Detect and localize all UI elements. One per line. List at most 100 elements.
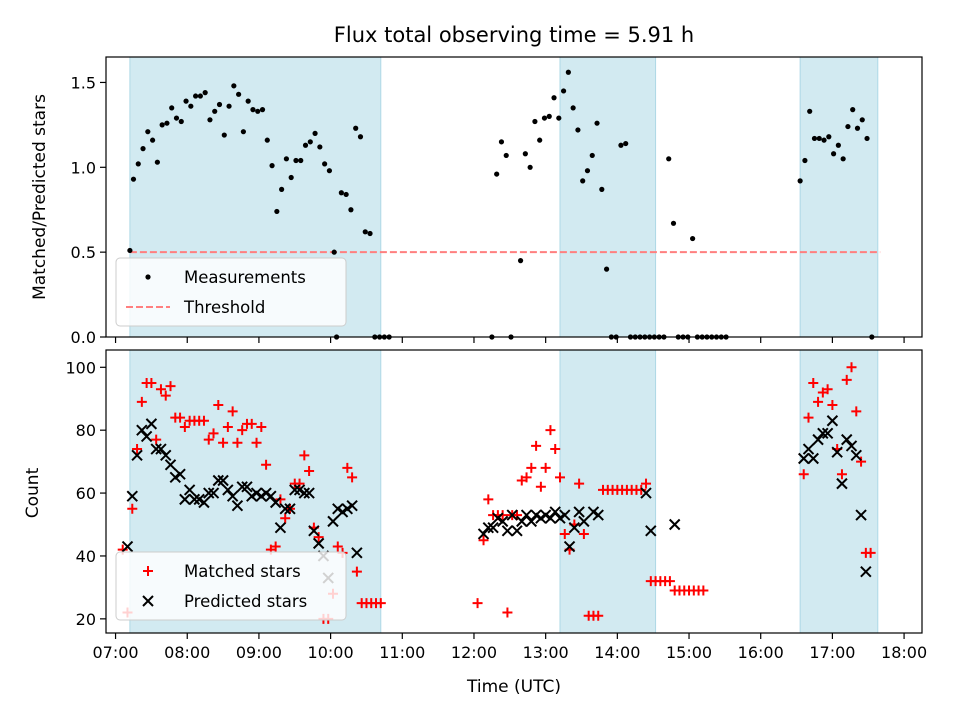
predicted-star-point <box>136 424 148 436</box>
x-tick-label: 11:00 <box>379 643 425 662</box>
measurement-point <box>183 98 189 104</box>
matched-star-point <box>636 484 647 495</box>
measurement-point <box>135 161 141 167</box>
measurement-point <box>845 123 851 130</box>
matched-star-point <box>856 456 867 467</box>
matched-star-point <box>136 396 147 407</box>
predicted-star-point <box>274 521 287 534</box>
predicted-star-point <box>511 525 523 537</box>
matched-star-point <box>246 418 257 429</box>
predicted-star-point <box>198 496 210 509</box>
predicted-star-point <box>860 565 872 578</box>
predicted-star-point <box>150 443 162 455</box>
measurement-point <box>690 235 696 242</box>
matched-star-point <box>203 434 214 445</box>
measurement-point <box>302 142 309 148</box>
matched-star-point <box>198 415 209 426</box>
predicted-star-point <box>231 499 244 512</box>
predicted-star-point <box>217 474 229 487</box>
predicted-star-point <box>482 521 495 534</box>
measurement-point <box>245 98 251 104</box>
measurement-point <box>551 95 557 101</box>
measurement-point <box>343 191 349 198</box>
measurement-point <box>797 178 803 184</box>
predicted-star-point <box>284 503 296 515</box>
measurement-point <box>193 93 199 99</box>
matched-star-point <box>146 378 157 389</box>
y-tick-label: 60 <box>76 484 96 503</box>
predicted-star-point <box>265 490 277 502</box>
matched-star-point <box>841 374 852 385</box>
measurement-point <box>362 229 368 235</box>
legend: Measurements Threshold <box>115 257 347 327</box>
legend: Matched stars Predicted stars <box>115 551 347 621</box>
legend-label: Measurements <box>184 268 306 287</box>
predicted-star-point <box>592 509 604 521</box>
predicted-star-point <box>798 452 810 465</box>
measurement-point <box>188 103 194 109</box>
matched-star-point <box>160 390 171 401</box>
x-tick-label: 07:00 <box>93 643 139 662</box>
x-tick-label: 16:00 <box>738 643 784 662</box>
legend-box <box>115 551 347 621</box>
measurement-point <box>283 156 290 162</box>
predicted-star-point <box>174 468 186 480</box>
measurement-point <box>140 146 146 152</box>
matched-star-point <box>521 472 532 483</box>
predicted-star-point <box>131 449 143 462</box>
predicted-star-point <box>506 509 518 521</box>
measurement-point <box>250 107 256 113</box>
y-tick-label: 40 <box>76 547 96 566</box>
observing-interval-shade <box>559 57 656 337</box>
measurement-point <box>565 69 571 75</box>
measurement-point <box>603 266 610 272</box>
measurement-point <box>357 134 364 140</box>
measurement-point <box>811 135 818 142</box>
predicted-star-point <box>222 484 234 496</box>
measurement-point <box>259 107 266 113</box>
x-tick-label: 09:00 <box>236 643 282 662</box>
predicted-star-point <box>312 537 325 550</box>
measurement-point <box>207 117 213 123</box>
matched-star-point <box>294 478 305 489</box>
measurement-point <box>666 156 672 162</box>
legend-marker-matched <box>143 566 153 576</box>
measurement-point <box>348 207 354 213</box>
measurement-point <box>240 129 246 135</box>
x-tick-label: 10:00 <box>308 643 354 662</box>
matched-star-point <box>827 400 838 411</box>
predicted-star-point <box>645 525 657 537</box>
measurement-point <box>584 168 591 174</box>
predicted-star-point <box>477 528 490 540</box>
measurement-point <box>522 151 528 157</box>
matched-star-point <box>798 469 809 480</box>
measurement-point <box>570 105 576 111</box>
predicted-star-point <box>303 487 315 499</box>
predicted-star-point <box>836 477 848 490</box>
matched-star-point <box>155 384 166 395</box>
predicted-star-point <box>298 487 311 499</box>
predicted-star-point <box>327 515 339 528</box>
matched-star-point <box>497 510 508 521</box>
measurement-point <box>864 135 870 142</box>
measurement-point <box>197 93 203 99</box>
measurement-point <box>599 186 605 192</box>
measurement-point <box>830 151 837 157</box>
predicted-star-point <box>145 418 158 430</box>
measurement-point <box>269 163 275 169</box>
measurement-point <box>145 129 151 135</box>
measurement-point <box>589 152 595 159</box>
predicted-star-point <box>563 540 576 553</box>
measurement-point <box>670 220 677 226</box>
matched-star-point <box>304 466 315 477</box>
measurement-point <box>231 83 237 89</box>
predicted-star-point <box>845 440 858 452</box>
measurement-point <box>279 186 285 192</box>
matched-star-point <box>472 598 483 609</box>
measurement-point <box>575 127 581 133</box>
measurement-point <box>212 108 218 114</box>
matched-star-point <box>270 541 281 552</box>
measurement-point <box>826 134 832 140</box>
predicted-star-point <box>817 427 829 440</box>
matched-star-point <box>545 425 556 436</box>
